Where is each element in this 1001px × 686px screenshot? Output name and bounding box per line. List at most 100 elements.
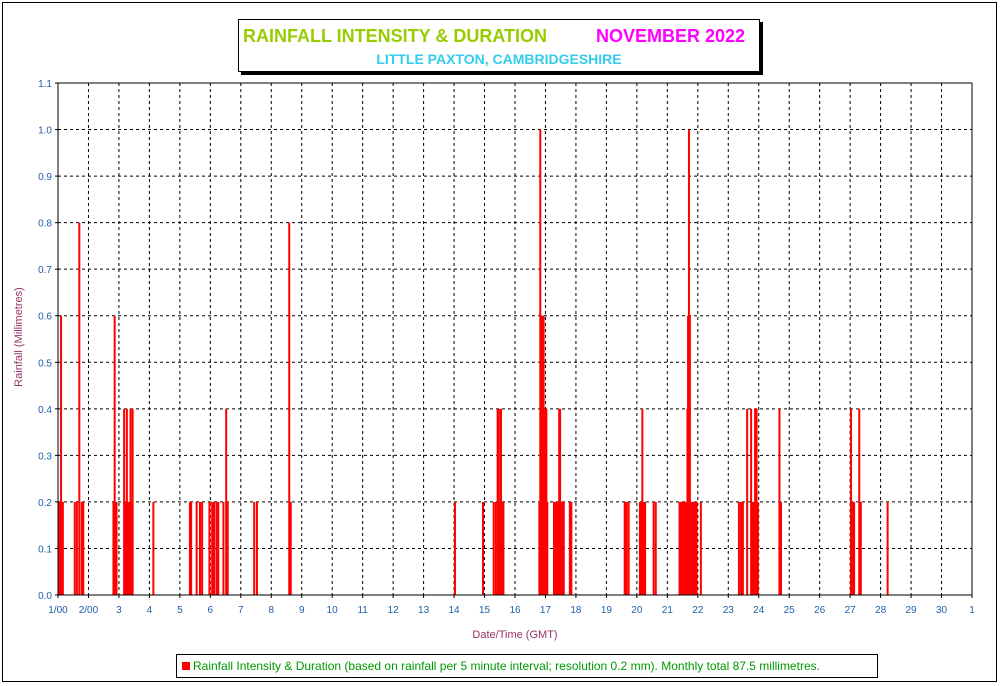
rainfall-bar	[453, 501, 456, 595]
rainfall-bar	[754, 408, 757, 595]
rainfall-bar	[699, 501, 702, 595]
y-tick-label: 1.0	[38, 126, 52, 137]
rainfall-bar	[482, 501, 485, 595]
rainfall-bar	[211, 501, 214, 595]
x-tick-label: 14	[449, 605, 461, 616]
rainfall-bar	[198, 501, 201, 595]
rainfall-bar	[680, 501, 683, 595]
rainfall-bar	[73, 501, 76, 595]
y-tick-label: 1.1	[38, 79, 52, 90]
x-tick-label: 3	[116, 605, 122, 616]
x-tick-label: 15	[479, 605, 491, 616]
x-tick-label: 8	[268, 605, 274, 616]
rainfall-bar	[496, 408, 499, 595]
rainfall-bar	[652, 501, 655, 595]
y-tick-labels: 0.0 0.1 0.2 0.3 0.4 0.5 0.6 0.7 0.8 0.9 1.0 1.1	[38, 79, 58, 602]
rainfall-bar	[850, 408, 853, 595]
x-tick-label: 29	[906, 605, 918, 616]
title-box: RAINFALL INTENSITY & DURATION NOVEMBER 2…	[238, 19, 760, 72]
legend-text: Rainfall Intensity & Duration (based on …	[193, 659, 820, 673]
rainfall-bars	[58, 129, 889, 596]
rainfall-bar	[253, 501, 256, 595]
rainfall-bar	[190, 501, 193, 595]
rainfall-bar	[288, 222, 291, 596]
x-tick-label: 19	[601, 605, 613, 616]
rainfall-bar	[562, 501, 565, 595]
rainfall-bar	[688, 315, 691, 595]
rainfall-bar	[188, 501, 191, 595]
rainfall-bar	[641, 408, 644, 595]
rainfall-bar	[502, 501, 505, 595]
rainfall-bar	[859, 501, 862, 595]
y-tick-label: 0.4	[38, 405, 52, 416]
rainfall-bar	[501, 501, 504, 595]
y-tick-label: 0.2	[38, 498, 52, 509]
rainfall-bar	[131, 408, 134, 595]
x-tick-label: 1	[969, 605, 975, 616]
rainfall-bar	[755, 408, 758, 595]
rainfall-bar	[751, 501, 754, 595]
y-tick-label: 0.0	[38, 591, 52, 602]
rainfall-bar	[201, 501, 204, 595]
rainfall-bar	[638, 501, 641, 595]
rainfall-bar	[737, 501, 740, 595]
rainfall-bar	[212, 501, 215, 595]
x-tick-label: 9	[299, 605, 305, 616]
rainfall-bar	[627, 501, 630, 595]
x-tick-label: 27	[845, 605, 857, 616]
chart-subtitle: LITTLE PAXTON, CAMBRIDGESHIRE	[376, 51, 622, 67]
x-tick-label: 21	[662, 605, 674, 616]
rainfall-bar	[851, 501, 854, 595]
rainfall-bar	[130, 501, 133, 595]
y-tick-label: 0.7	[38, 265, 52, 276]
x-tick-label: 7	[238, 605, 244, 616]
y-tick-label: 0.9	[38, 172, 52, 183]
y-tick-label: 0.1	[38, 544, 52, 555]
rainfall-bar	[113, 315, 116, 595]
rainfall-bar	[695, 501, 698, 595]
rainfall-bar	[693, 501, 696, 595]
rainfall-bar	[152, 501, 155, 595]
rainfall-bar	[61, 501, 64, 595]
rainfall-bar	[494, 501, 497, 595]
rainfall-bar	[112, 501, 115, 595]
rainfall-bar	[623, 501, 626, 595]
rainfall-bar	[779, 501, 782, 595]
x-tick-label: 10	[327, 605, 339, 616]
rainfall-bar	[80, 501, 83, 595]
rainfall-bar	[642, 501, 645, 595]
x-tick-label: 5	[177, 605, 183, 616]
rainfall-bar	[498, 501, 501, 595]
rainfall-bar	[741, 501, 744, 595]
y-axis-label: Rainfall (Millimetres)	[13, 287, 25, 387]
x-tick-label: 4	[147, 605, 153, 616]
x-tick-label: 13	[418, 605, 430, 616]
x-tick-label: 17	[540, 605, 552, 616]
rainfall-bar	[678, 501, 681, 595]
x-tick-label: 30	[936, 605, 948, 616]
rainfall-bar	[570, 501, 573, 595]
rainfall-bar	[222, 501, 225, 595]
rainfall-bar	[625, 501, 628, 595]
x-tick-label: 16	[509, 605, 521, 616]
rainfall-bar	[858, 408, 861, 595]
rainfall-bar	[226, 501, 229, 595]
rainfall-bar	[746, 408, 749, 595]
rainfall-bar	[750, 408, 753, 595]
rainfall-bar	[681, 501, 684, 595]
plot-area	[57, 82, 973, 596]
rainfall-bar	[554, 501, 557, 595]
x-tick-label: 26	[814, 605, 826, 616]
x-tick-label: 2/00	[79, 605, 99, 616]
x-tick-label: 1/00	[48, 605, 68, 616]
legend-swatch	[182, 662, 190, 670]
rainfall-bar	[644, 501, 647, 595]
y-tick-label: 0.5	[38, 358, 52, 369]
rainfall-bar	[499, 408, 502, 595]
rainfall-bar	[208, 501, 211, 595]
rainfall-bar	[255, 501, 258, 595]
rainfall-bar	[683, 501, 686, 595]
rainfall-bar	[886, 501, 889, 595]
rainfall-bar	[556, 501, 559, 595]
